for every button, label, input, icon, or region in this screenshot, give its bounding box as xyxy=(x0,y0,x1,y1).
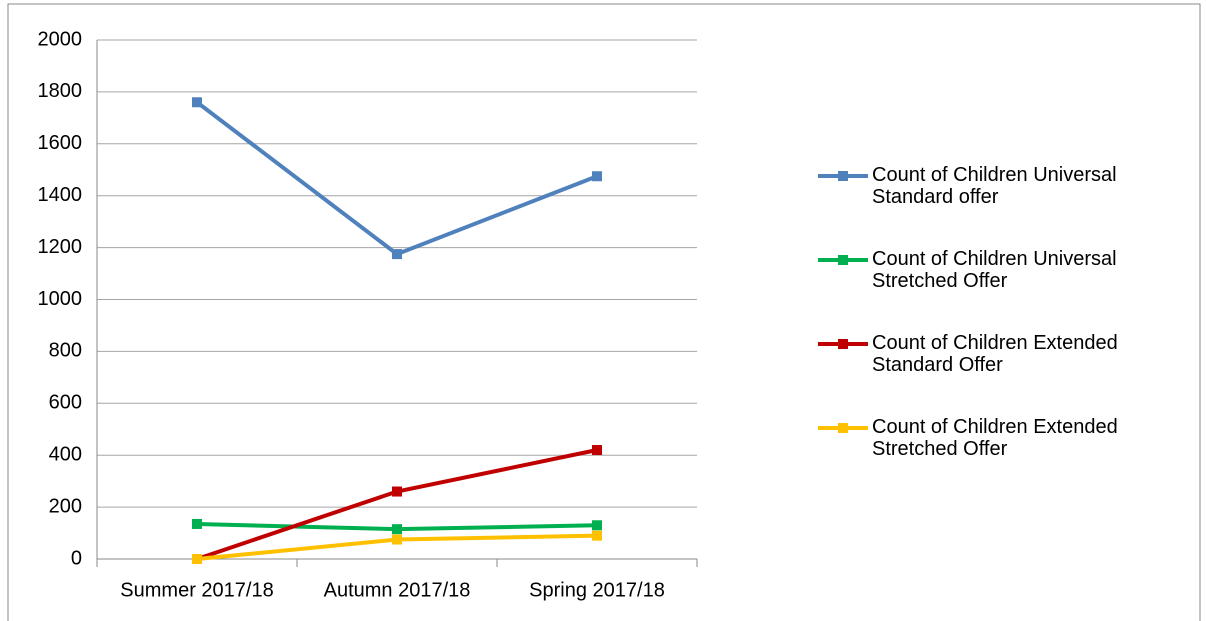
y-tick-label: 0 xyxy=(71,547,82,569)
y-tick-label: 1200 xyxy=(38,236,83,258)
y-tick-label: 1000 xyxy=(38,288,83,310)
y-tick-label: 400 xyxy=(49,443,82,465)
y-tick-label: 1800 xyxy=(38,80,83,102)
legend-marker xyxy=(838,171,848,181)
marker xyxy=(192,554,202,564)
y-tick-label: 2000 xyxy=(38,28,83,50)
legend-marker xyxy=(838,423,848,433)
legend-label: Count of Children Universal Stretched Of… xyxy=(872,248,1117,292)
marker xyxy=(392,524,402,535)
x-tick-label: Spring 2017/18 xyxy=(529,579,665,601)
legend-label: Count of Children Extended Standard Offe… xyxy=(872,332,1118,376)
frame xyxy=(7,3,1201,621)
y-tick-label: 1400 xyxy=(38,184,83,206)
series-line xyxy=(195,100,598,257)
marker xyxy=(592,530,602,541)
legend-label: Count of Children Universal Standard off… xyxy=(872,164,1117,208)
marker xyxy=(592,171,602,182)
y-tick-label: 600 xyxy=(49,392,82,414)
marker xyxy=(392,534,402,545)
legend-marker xyxy=(838,339,848,349)
marker xyxy=(192,97,202,108)
legend-label: Count of Children Extended Stretched Off… xyxy=(872,416,1118,460)
y-tick-label: 1600 xyxy=(38,132,83,154)
marker xyxy=(392,249,402,260)
legend-marker xyxy=(838,255,848,265)
marker xyxy=(392,486,402,497)
marker xyxy=(592,445,602,456)
y-tick-label: 200 xyxy=(49,495,82,517)
x-tick-label: Summer 2017/18 xyxy=(120,579,273,601)
marker xyxy=(592,520,602,531)
marker xyxy=(192,518,202,529)
y-tick-label: 800 xyxy=(49,340,82,362)
x-tick-label: Autumn 2017/18 xyxy=(324,579,471,601)
